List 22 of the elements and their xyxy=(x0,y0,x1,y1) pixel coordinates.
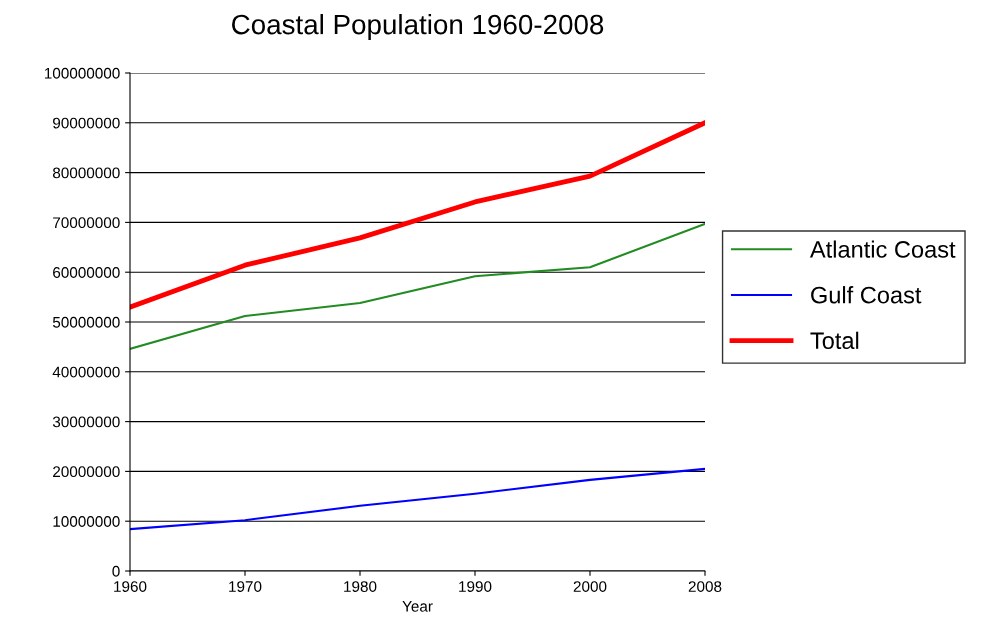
y-tick-label: 60000000 xyxy=(53,267,120,278)
y-tick-label: 100000000 xyxy=(44,67,120,79)
y-tick-label: 0 xyxy=(112,565,120,577)
x-tick-label: 2000 xyxy=(573,581,607,592)
y-tick-label: 50000000 xyxy=(52,316,120,328)
chart-title: Coastal Population 1960-2008 xyxy=(232,13,604,40)
x-tick-label: 1970 xyxy=(229,581,262,592)
y-tick-label: 40000000 xyxy=(52,366,120,378)
y-tick-label: 70000000 xyxy=(53,217,120,229)
x-tick-label: 1960 xyxy=(114,581,147,592)
y-tick-label: 90000000 xyxy=(53,117,120,129)
legend-label: Atlantic Coast xyxy=(809,240,956,258)
x-tick-label: 2008 xyxy=(688,581,722,592)
y-tick-label: 10000000 xyxy=(53,516,120,527)
legend-label: Gulf Coast xyxy=(811,286,922,304)
y-tick-label: 20000000 xyxy=(53,466,120,478)
y-tick-label: 80000000 xyxy=(52,167,120,179)
legend-label: Total xyxy=(810,331,859,350)
x-axis-title: Year xyxy=(402,601,433,612)
x-tick-label: 1980 xyxy=(344,581,377,592)
x-tick-label: 1990 xyxy=(459,581,492,592)
y-tick-label: 30000000 xyxy=(52,416,120,428)
